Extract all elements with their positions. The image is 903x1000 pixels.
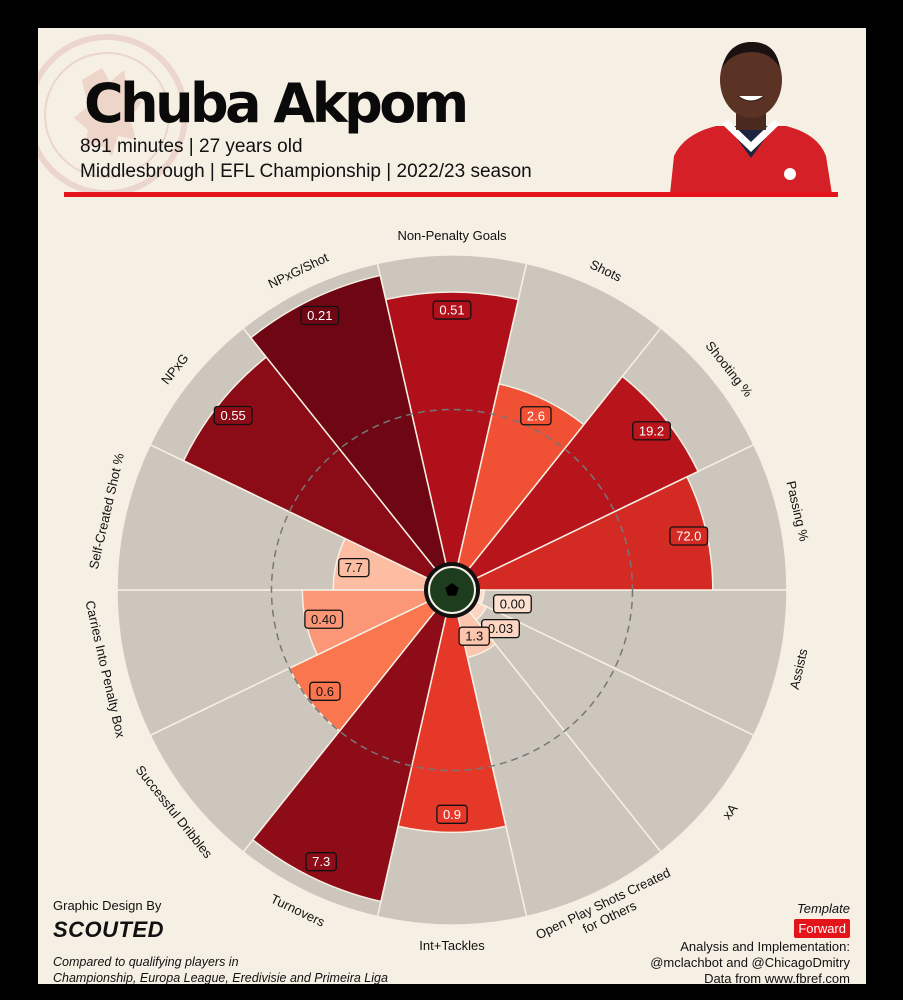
player-minutes-age: 891 minutes | 27 years old xyxy=(80,136,303,157)
radar-value-label-box xyxy=(338,557,370,578)
radar-value-label-box xyxy=(492,594,532,614)
radar-category-text: Passing % xyxy=(783,480,811,544)
radar-value-label: 0.00 xyxy=(492,594,532,614)
header-divider xyxy=(64,192,838,197)
player-name: Chuba Akpom xyxy=(84,72,469,135)
radar-category-label: xA xyxy=(719,801,740,822)
radar-category-text: Non-Penalty Goals xyxy=(397,228,507,243)
template-badge: Forward xyxy=(794,919,850,938)
radar-value-label: 0.9 xyxy=(436,804,468,824)
radar-value-text: 0.40 xyxy=(311,612,336,627)
radar-category-label: Non-Penalty Goals xyxy=(397,228,507,243)
radar-value-label-box xyxy=(309,681,341,701)
radar-value-text: 0.21 xyxy=(307,308,332,323)
radar-category-text: Shots xyxy=(588,257,625,285)
radar-value-text: 0.9 xyxy=(443,807,461,822)
radar-value-label: 7.3 xyxy=(305,852,337,872)
radar-value-label-box xyxy=(669,526,709,546)
comparison-note-line-1: Compared to qualifying players in xyxy=(53,955,239,969)
radar-category-label: Passing % xyxy=(783,480,811,544)
radar-value-label-box xyxy=(304,609,344,629)
radar-value-label: 72.0 xyxy=(669,526,709,546)
radar-value-label: 7.7 xyxy=(338,557,370,578)
radar-category-text: Assists xyxy=(787,647,811,691)
radar-value-label: 0.51 xyxy=(432,300,472,320)
radar-value-label: 0.03 xyxy=(481,619,520,639)
radar-value-label: 0.6 xyxy=(309,681,341,701)
radar-value-text: 72.0 xyxy=(676,528,701,543)
radar-value-label: 0.40 xyxy=(304,609,344,629)
credit-label: Graphic Design By xyxy=(53,898,162,913)
radar-value-text: 0.6 xyxy=(316,684,334,699)
radar-category-label: NPxG xyxy=(158,351,191,387)
radar-category-text: Int+Tackles xyxy=(419,938,485,953)
radar-value-text: 0.03 xyxy=(488,621,513,636)
radar-value-label-box xyxy=(632,421,671,441)
radar-value-label-box xyxy=(520,406,552,426)
radar-category-text: NPxG xyxy=(158,351,191,387)
radar-category-label: Shots xyxy=(588,257,625,285)
median-reference-circle xyxy=(270,408,634,772)
scouted-logo: SCOUTED xyxy=(53,917,165,942)
radar-category-label: Int+Tackles xyxy=(419,938,485,953)
radar-value-label-box xyxy=(436,804,468,824)
radar-value-label: 19.2 xyxy=(632,421,671,441)
player-team-league-season: Middlesbrough | EFL Championship | 2022/… xyxy=(80,161,532,182)
radar-value-text: 19.2 xyxy=(639,423,664,438)
radar-value-label-box xyxy=(432,300,472,320)
player-photo xyxy=(670,42,832,194)
comparison-note-line-2: Championship, Europa League, Eredivisie … xyxy=(53,971,388,984)
radar-value-text: 7.7 xyxy=(345,560,363,575)
template-label: Template xyxy=(797,901,850,916)
radar-value-label-box xyxy=(213,405,253,426)
radar-value-label: 2.6 xyxy=(520,406,552,426)
radar-value-label: 0.55 xyxy=(213,405,253,426)
analysis-credit-line-2: @mclachbot and @ChicagoDmitry xyxy=(650,955,850,970)
radar-value-label-box xyxy=(305,852,337,872)
radar-card: Chuba Akpom 891 minutes | 27 years old M… xyxy=(38,28,866,984)
radar-chart: 0.51 2.6 19.2 72.0 0.00 0.03 1.3 0.9 7.3 0.6 0.40 7… xyxy=(83,228,812,953)
radar-value-label: 0.21 xyxy=(300,305,340,326)
radar-category-text: xA xyxy=(719,801,740,822)
data-source: Data from www.fbref.com xyxy=(704,971,850,984)
radar-value-label-box xyxy=(300,305,340,326)
football-icon-pentagon xyxy=(445,583,459,596)
analysis-credit-line-1: Analysis and Implementation: xyxy=(680,939,850,954)
radar-value-label: 1.3 xyxy=(458,626,490,646)
radar-value-text: 0.51 xyxy=(439,303,464,318)
radar-value-text: 0.00 xyxy=(500,596,525,611)
radar-category-label: Assists xyxy=(787,647,811,691)
radar-value-text: 2.6 xyxy=(527,408,545,423)
radar-value-text: 7.3 xyxy=(312,854,330,869)
radar-value-text: 1.3 xyxy=(465,629,483,644)
radar-value-text: 0.55 xyxy=(220,408,245,423)
radar-value-label-box xyxy=(458,626,490,646)
